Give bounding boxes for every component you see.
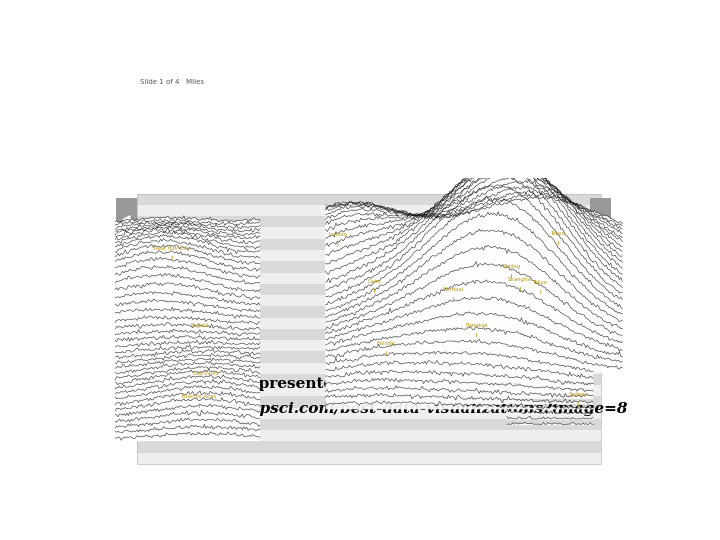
Text: Nairobi: Nairobi [377,341,395,355]
Text: Cairo: Cairo [368,279,382,292]
Text: Shanghai: Shanghai [508,277,533,291]
Text: Tokyo: Tokyo [551,231,566,245]
Text: Bogotá: Bogotá [190,322,209,337]
Bar [138,352,600,363]
Text: Mumbai: Mumbai [443,287,464,301]
Bar [138,273,600,284]
Text: Sydney: Sydney [569,392,588,406]
Bar [138,284,600,295]
Bar [138,295,600,306]
Text: ▶: ▶ [596,214,605,224]
Bar [138,329,600,340]
Bar [590,198,611,239]
Bar [138,250,600,261]
Text: Slide 1 of 4   Miles: Slide 1 of 4 Miles [140,79,204,85]
Bar [138,430,600,441]
Text: London: London [328,233,348,246]
Bar [138,194,600,205]
Bar [138,396,600,408]
Bar [138,261,600,273]
Text: Bangkok: Bangkok [465,323,488,337]
Bar [138,363,600,374]
Bar [138,385,600,396]
Bar [138,340,600,352]
Bar [138,306,600,318]
Bar [138,419,600,430]
Bar [138,239,600,250]
Text: New York City: New York City [154,246,190,259]
Bar [116,198,137,239]
Text: Population represented as peaks and valleys: Population represented as peaks and vall… [143,377,522,391]
Bar [138,453,600,464]
Text: http://www.popsci.com/best-data-visualizations?image=8: http://www.popsci.com/best-data-visualiz… [143,402,628,416]
Text: Tokyo: Tokyo [534,280,548,294]
Bar [138,216,600,227]
Text: São Paulo: São Paulo [193,371,218,384]
Bar [138,227,600,239]
Bar [138,194,600,464]
Bar [138,441,600,453]
Bar [138,374,600,385]
Text: Beijing: Beijing [503,264,521,278]
Bar [138,205,600,216]
Bar [138,408,600,419]
Text: Buenos Aires: Buenos Aires [182,394,217,408]
Bar [138,318,600,329]
Text: ◀: ◀ [122,214,130,224]
